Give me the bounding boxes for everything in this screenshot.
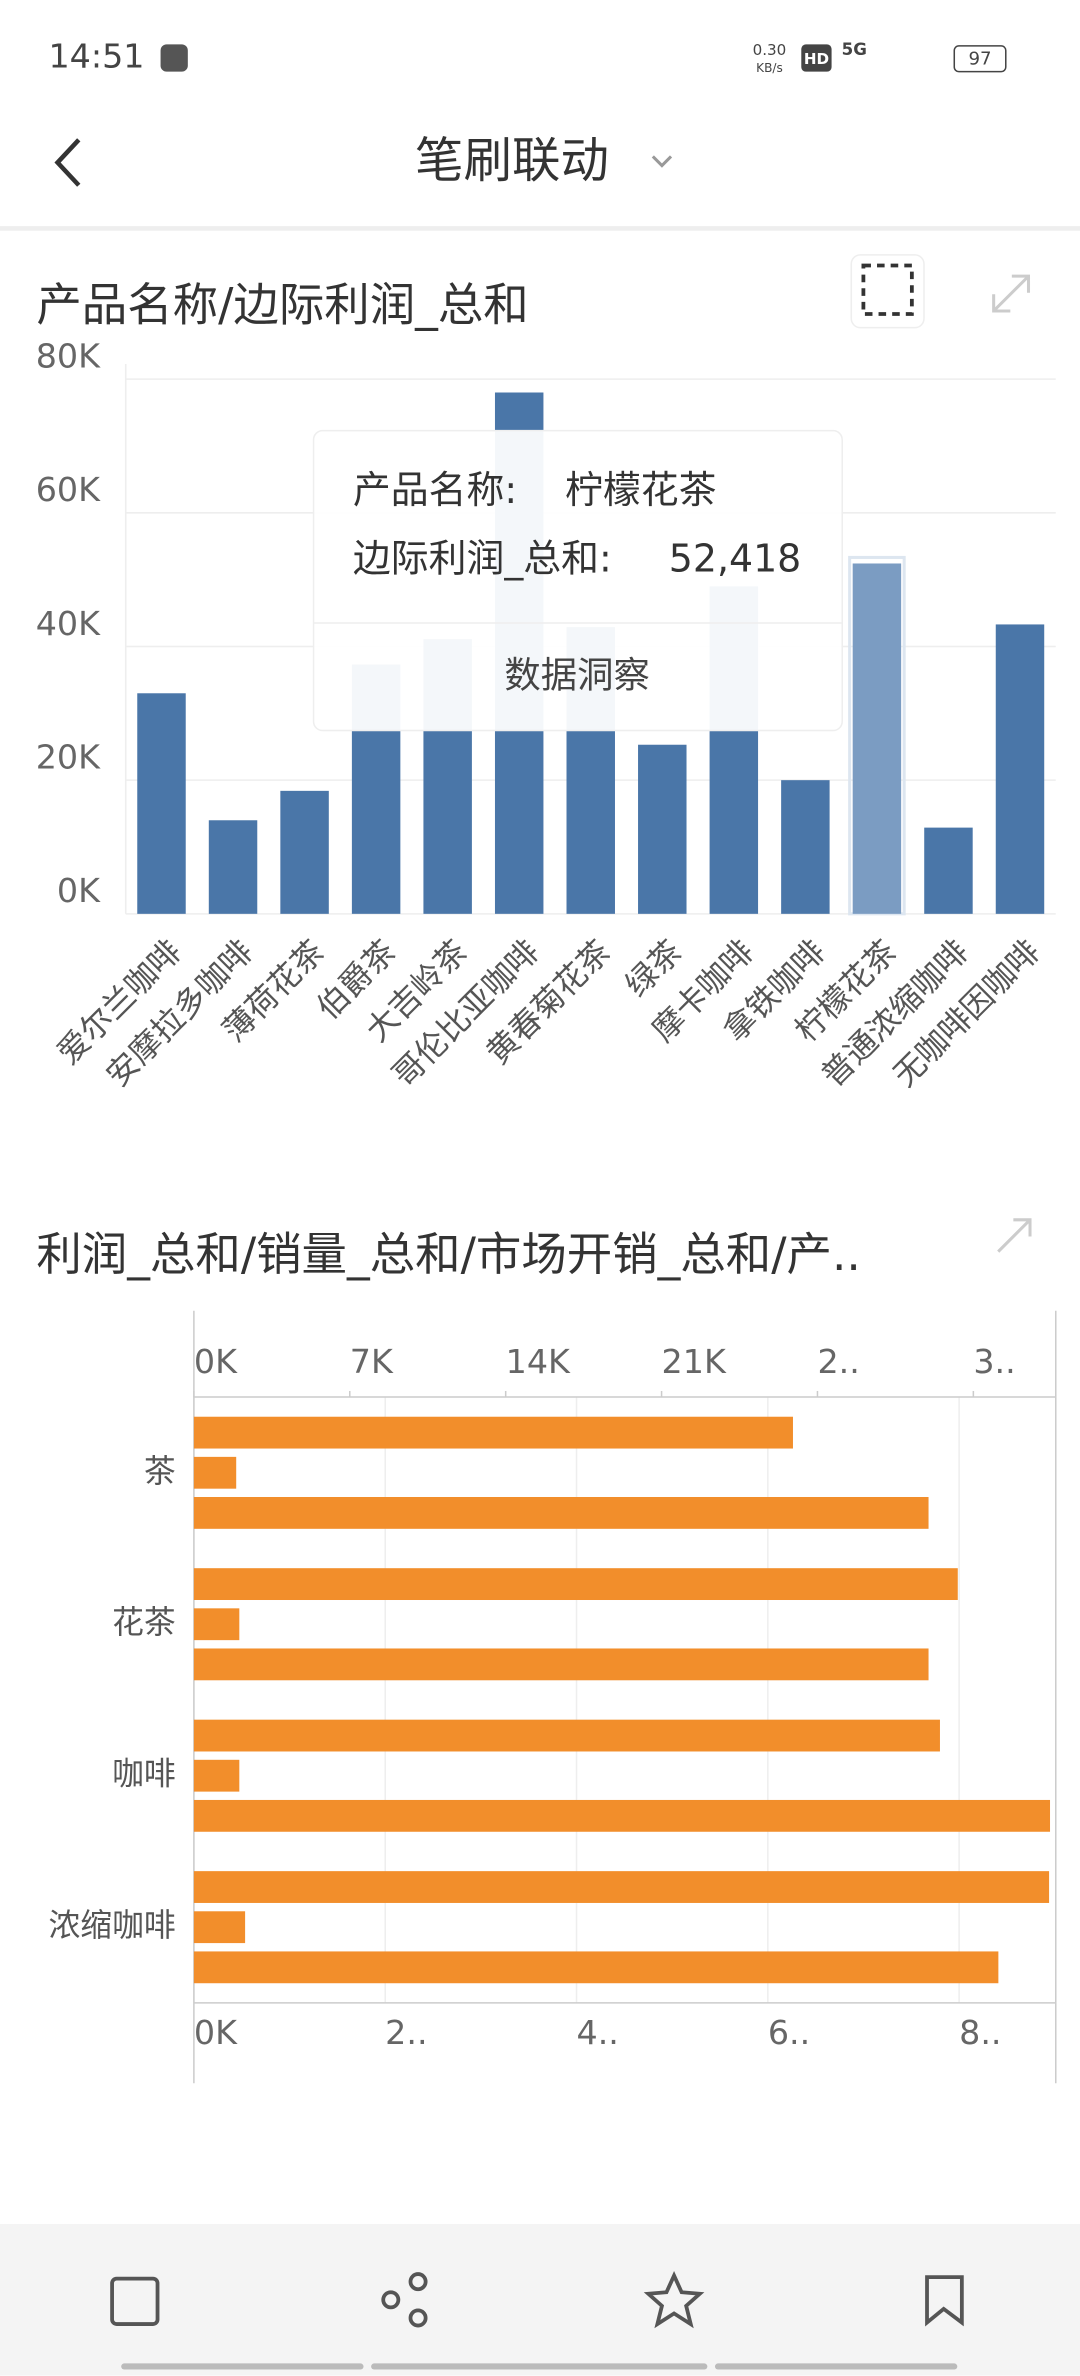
bar [852, 563, 902, 914]
x2-tick-label: 0K [194, 1342, 238, 1381]
tooltip [312, 429, 843, 732]
x2-tick-label: 14K [506, 1342, 571, 1381]
bar [193, 1456, 237, 1489]
tooltip-category: 柠檬花茶 [565, 468, 716, 512]
bar [781, 780, 830, 914]
net-unit: KB/s [756, 61, 783, 75]
x-tick-label: 0K [194, 2013, 238, 2052]
y-tick-label: 80K [36, 336, 101, 375]
bar [193, 1951, 999, 1984]
y-tick-label: 茶 [144, 1453, 176, 1490]
bar [193, 1568, 958, 1601]
battery [953, 45, 1007, 73]
x-tick-label: 8.. [959, 2013, 1001, 2052]
chart-title: 产品名称/边际利润_总和 [36, 278, 528, 331]
y-tick-label: 60K [36, 470, 101, 509]
x-tick-label: 2.. [385, 2013, 427, 2052]
bar [208, 820, 258, 914]
chart-title: 利润_总和/销量_总和/市场开销_总和/产.. [36, 1228, 861, 1281]
status-time: 14:51 [48, 37, 144, 76]
y-tick-label: 花茶 [112, 1604, 176, 1641]
expand-icon[interactable] [992, 274, 1031, 313]
app-icon [160, 44, 188, 72]
x2-tick-label: 21K [662, 1342, 727, 1381]
divider [0, 226, 1080, 231]
bar [193, 1648, 929, 1681]
hd-badge [801, 44, 832, 72]
bar [193, 1608, 240, 1641]
bar [280, 790, 329, 914]
bar [193, 1871, 1050, 1903]
tooltip-field: 边际利润_总和: [353, 536, 612, 580]
bar [193, 1799, 1051, 1832]
bar [924, 827, 973, 914]
y-tick-label: 40K [36, 604, 101, 643]
tooltip-action[interactable]: 数据洞察 [504, 654, 649, 697]
share-button[interactable] [381, 2272, 428, 2328]
tooltip-value: 52,418 [669, 536, 801, 580]
bar [995, 624, 1045, 914]
page-title[interactable]: 笔刷联动 [415, 133, 609, 189]
indicator [714, 2363, 958, 2370]
y-tick-label: 咖啡 [112, 1756, 176, 1793]
y-tick-label: 0K [57, 871, 101, 910]
battery-level: 97 [968, 49, 991, 70]
indicator [371, 2363, 708, 2370]
brush-icon [861, 263, 914, 316]
favorite-button[interactable] [643, 2270, 705, 2329]
y-tick-label: 20K [36, 737, 101, 776]
bar [193, 1759, 240, 1792]
x-tick-label: 4.. [577, 2013, 619, 2052]
signal: 5G [842, 40, 867, 59]
bar [193, 1911, 246, 1944]
x-tick-label: 6.. [768, 2013, 810, 2052]
expand-icon[interactable] [997, 1218, 1032, 1253]
bar [193, 1497, 929, 1529]
net-speed: 0.30 [753, 41, 787, 59]
bar [193, 1416, 793, 1449]
x2-tick-label: 7K [350, 1342, 394, 1381]
brush-button[interactable] [850, 254, 925, 329]
back-button[interactable] [54, 138, 81, 187]
indicator [121, 2363, 364, 2370]
x2-tick-label: 2.. [817, 1342, 859, 1381]
bar [193, 1719, 940, 1752]
x2-tick-label: 3.. [973, 1342, 1015, 1381]
bookmark-button[interactable] [925, 2275, 964, 2327]
bar [638, 744, 687, 914]
edit-button[interactable] [110, 2276, 160, 2326]
tooltip-field: 产品名称: [353, 468, 517, 512]
bar [137, 693, 186, 914]
hd: HD [804, 50, 829, 68]
dropdown[interactable] [651, 155, 673, 168]
toolbar [0, 2224, 1080, 2376]
y-tick-label: 浓缩咖啡 [49, 1907, 176, 1944]
